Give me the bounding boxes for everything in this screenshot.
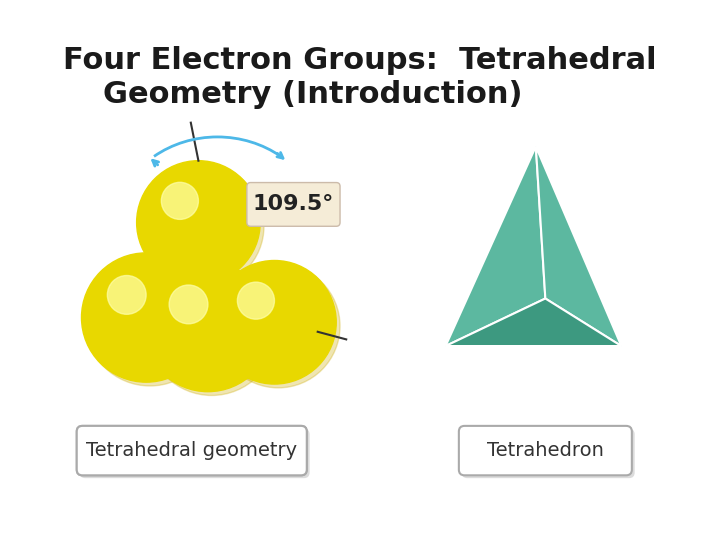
FancyBboxPatch shape bbox=[462, 429, 635, 478]
Circle shape bbox=[169, 285, 208, 324]
Circle shape bbox=[238, 282, 274, 319]
FancyBboxPatch shape bbox=[77, 426, 307, 475]
Text: 109.5°: 109.5° bbox=[253, 194, 334, 214]
Circle shape bbox=[140, 165, 264, 288]
Circle shape bbox=[137, 161, 260, 284]
Circle shape bbox=[85, 256, 215, 386]
Circle shape bbox=[212, 260, 336, 384]
Text: Tetrahedral geometry: Tetrahedral geometry bbox=[86, 441, 297, 460]
Polygon shape bbox=[446, 146, 621, 346]
Polygon shape bbox=[536, 146, 621, 346]
Circle shape bbox=[147, 266, 276, 395]
Circle shape bbox=[107, 275, 146, 314]
Polygon shape bbox=[446, 146, 545, 346]
Circle shape bbox=[143, 262, 273, 392]
FancyBboxPatch shape bbox=[247, 183, 340, 226]
Circle shape bbox=[81, 253, 211, 382]
Text: Four Electron Groups:  Tetrahedral: Four Electron Groups: Tetrahedral bbox=[63, 46, 657, 76]
Text: Geometry (Introduction): Geometry (Introduction) bbox=[103, 80, 522, 109]
Text: Tetrahedron: Tetrahedron bbox=[487, 441, 604, 460]
FancyBboxPatch shape bbox=[80, 429, 310, 478]
Circle shape bbox=[161, 183, 199, 219]
FancyBboxPatch shape bbox=[459, 426, 632, 475]
Polygon shape bbox=[446, 299, 621, 346]
Circle shape bbox=[217, 264, 340, 388]
